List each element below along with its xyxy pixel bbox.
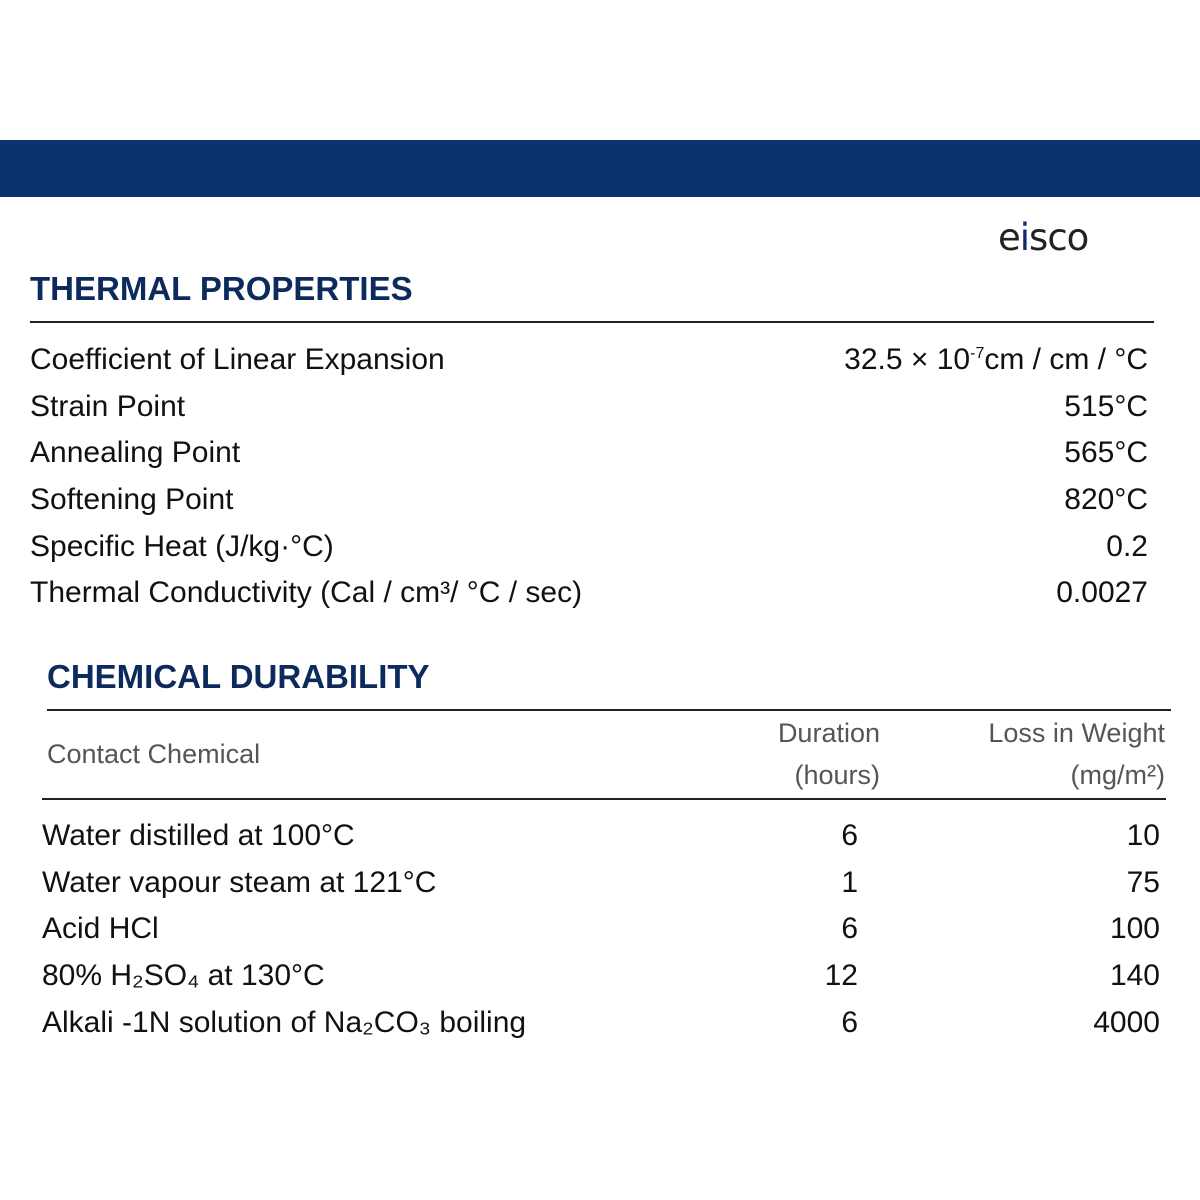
header-band [0, 140, 1200, 197]
loss-cell: 100 [1109, 912, 1160, 946]
duration-cell: 6 [841, 1005, 858, 1039]
duration-cell: 1 [841, 865, 858, 899]
duration-cell: 6 [841, 819, 858, 853]
duration-cell: 6 [841, 912, 858, 946]
thermal-value: 515°C [1064, 389, 1148, 423]
header-duration-line1: Duration [777, 718, 880, 748]
thermal-row: Thermal Conductivity (Cal / cm³/ °C / se… [30, 570, 1148, 617]
table-row: 80% H₂SO₄ at 130°C 12 140 [42, 953, 1160, 1000]
chemical-cell: Acid HCl [42, 912, 159, 946]
header-duration-line2: (hours) [794, 760, 880, 790]
chemical-cell: Water distilled at 100°C [42, 819, 355, 853]
table-row: Acid HCl 6 100 [42, 906, 1160, 953]
thermal-label: Softening Point [30, 483, 234, 517]
chemical-title: CHEMICAL DURABILITY [47, 658, 430, 695]
eisco-logo: eisco [998, 216, 1089, 259]
thermal-row: Coefficient of Linear Expansion 32.5 × 10… [30, 337, 1148, 384]
thermal-title: THERMAL PROPERTIES [30, 270, 413, 307]
thermal-label: Thermal Conductivity (Cal / cm³/ °C / se… [30, 576, 583, 610]
header-contact-chemical: Contact Chemical [47, 739, 261, 769]
thermal-label: Strain Point [30, 389, 186, 423]
thermal-row: Annealing Point 565°C [30, 430, 1148, 477]
chemical-table: Water distilled at 100°C 6 10 Water vapour … [42, 813, 1160, 1046]
thermal-label: Coefficient of Linear Expansion [30, 343, 445, 377]
loss-cell: 140 [1109, 959, 1160, 993]
thermal-value: 32.5 × 10-7cm / cm / °C [844, 342, 1148, 378]
value-exponent: -7 [970, 345, 985, 363]
header-duration: Duration (hours) [680, 712, 880, 796]
thermal-value: 0.2 [1106, 529, 1148, 563]
loss-cell: 10 [1126, 819, 1160, 853]
header-loss-line1: Loss in Weight [988, 718, 1165, 748]
header-loss: Loss in Weight (mg/m²) [880, 712, 1165, 796]
chemical-cell: Alkali -1N solution of Na₂CO₃ boiling [42, 1005, 527, 1039]
loss-cell: 75 [1126, 865, 1160, 899]
divider [42, 798, 1166, 800]
thermal-row: Strain Point 515°C [30, 384, 1148, 431]
value-unit: cm / cm / °C [984, 343, 1148, 377]
header-loss-line2: (mg/m²) [1070, 760, 1165, 790]
duration-cell: 12 [824, 959, 858, 993]
thermal-row: Softening Point 820°C [30, 477, 1148, 524]
thermal-value: 0.0027 [1056, 576, 1148, 610]
thermal-value: 565°C [1064, 436, 1148, 470]
table-row: Water distilled at 100°C 6 10 [42, 813, 1160, 860]
table-row: Water vapour steam at 121°C 1 75 [42, 860, 1160, 907]
divider [47, 709, 1171, 711]
thermal-row: Specific Heat (J/kg·°C) 0.2 [30, 523, 1148, 570]
divider [30, 321, 1154, 323]
table-header: Contact Chemical Duration (hours) Loss i… [47, 712, 1165, 796]
value-base: 32.5 × 10 [844, 343, 971, 377]
thermal-label: Annealing Point [30, 436, 241, 470]
table-row: Alkali -1N solution of Na₂CO₃ boiling 6 40… [42, 999, 1160, 1046]
thermal-label: Specific Heat (J/kg·°C) [30, 529, 334, 563]
chemical-cell: Water vapour steam at 121°C [42, 865, 437, 899]
chemical-cell: 80% H₂SO₄ at 130°C [42, 959, 325, 993]
loss-cell: 4000 [1093, 1005, 1160, 1039]
thermal-value: 820°C [1064, 483, 1148, 517]
thermal-list: Coefficient of Linear Expansion 32.5 × 10… [30, 337, 1148, 617]
